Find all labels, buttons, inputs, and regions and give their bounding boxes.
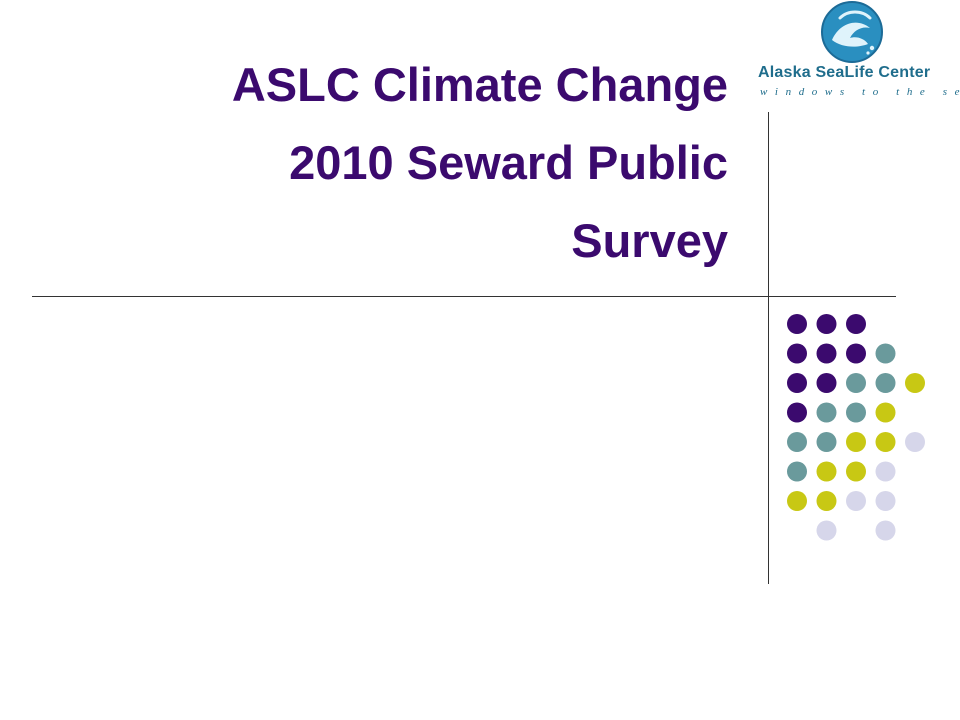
- decorative-dot: [875, 461, 896, 482]
- decorative-dot: [787, 491, 807, 511]
- decorative-dot: [816, 461, 837, 482]
- decorative-dot: [875, 343, 896, 364]
- decorative-dot: [846, 314, 866, 334]
- decorative-dot: [787, 343, 807, 364]
- decorative-dot: [787, 432, 807, 452]
- decorative-dot: [816, 373, 837, 393]
- vertical-divider: [768, 112, 769, 584]
- logo-name: Alaska SeaLife Center: [758, 64, 931, 81]
- decorative-dot: [875, 520, 896, 541]
- decorative-dot: [787, 314, 807, 334]
- decorative-dot: [816, 432, 837, 452]
- fish-globe-icon: [821, 1, 883, 63]
- horizontal-divider: [32, 296, 896, 297]
- slide-title-line-3: Survey: [571, 214, 728, 267]
- decorative-dot: [816, 402, 837, 423]
- decorative-dot: [816, 520, 837, 541]
- decorative-dot: [905, 373, 925, 393]
- decorative-dot: [816, 314, 837, 334]
- decorative-dot: [846, 461, 866, 482]
- decorative-dot: [846, 432, 866, 452]
- decorative-dot: [787, 402, 807, 423]
- slide-title: ASLC Climate Change 2010 Seward Public S…: [28, 46, 728, 280]
- slide-title-line-2: 2010 Seward Public: [289, 136, 728, 189]
- decorative-dot: [905, 432, 925, 452]
- decorative-dot: [816, 343, 837, 364]
- alaska-sealife-center-logo: Alaska SeaLife Center windows to the sea: [744, 0, 960, 106]
- decorative-dot: [787, 461, 807, 482]
- decorative-dot: [875, 373, 896, 393]
- decorative-dot: [787, 373, 807, 393]
- decorative-dot: [816, 491, 837, 511]
- decorative-dot: [846, 402, 866, 423]
- decorative-dot: [875, 432, 896, 452]
- logo-tagline: windows to the sea: [760, 86, 960, 98]
- decorative-dot: [846, 343, 866, 364]
- decorative-dot: [875, 491, 896, 511]
- decorative-dot: [846, 373, 866, 393]
- slide-title-line-1: ASLC Climate Change: [231, 58, 728, 111]
- decorative-dot: [875, 402, 896, 423]
- decorative-dot: [846, 491, 866, 511]
